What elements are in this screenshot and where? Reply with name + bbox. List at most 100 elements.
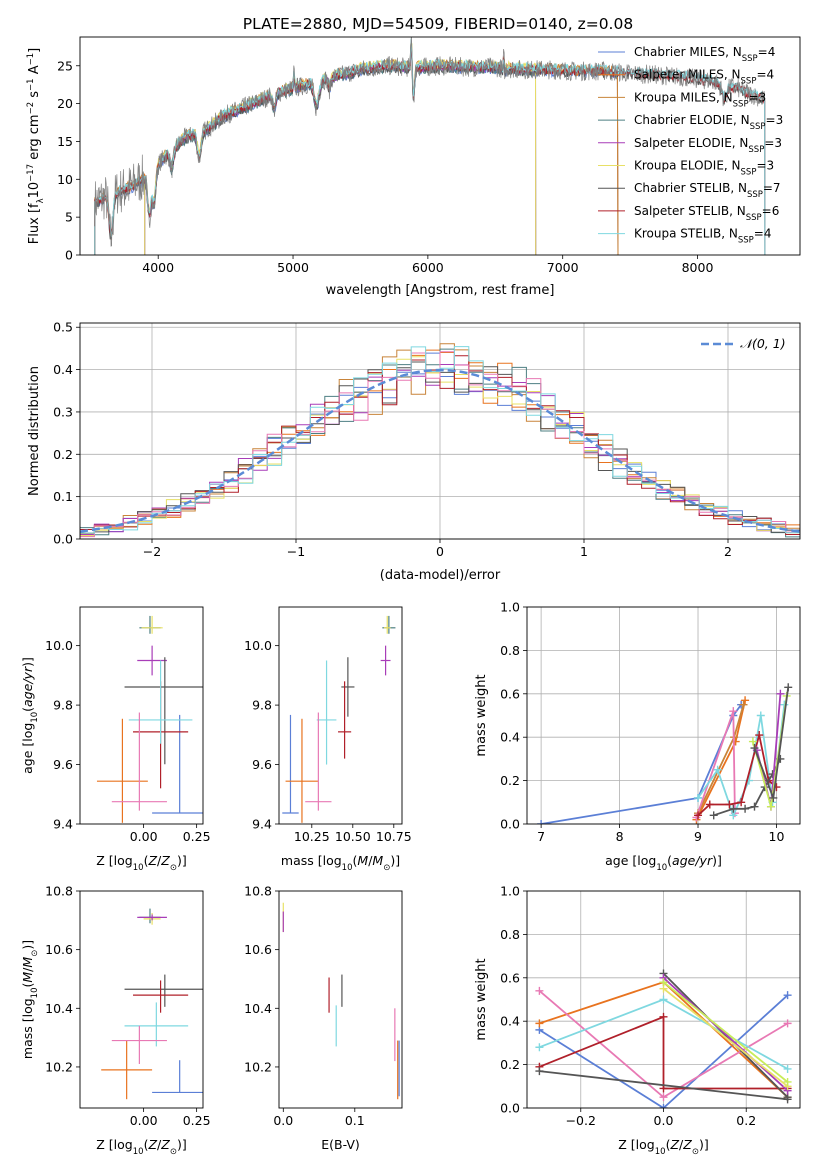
y-tick-label: 0.1 <box>53 489 73 504</box>
label-part: ( <box>20 983 35 988</box>
label-part: =7 <box>763 181 781 195</box>
axes-frame <box>526 890 801 1109</box>
axes-residuals: −2 −1 0 1 2 0.0 0.1 0.2 0.3 0.4 0.5 𝒩(0, 1) (data-mo… <box>27 320 801 583</box>
y-tick-label: 0.0 <box>500 817 520 832</box>
x-tick-label: −1 <box>287 544 305 559</box>
weight-marker <box>705 800 714 809</box>
y-tick-label: 0.4 <box>500 1014 520 1029</box>
y-tick-label: 1.0 <box>500 884 520 899</box>
weight-marker <box>755 731 764 740</box>
label-part: ⊙ <box>692 1147 699 1157</box>
y-tick-label: 0.8 <box>500 927 520 942</box>
label-part: mass [log <box>20 998 35 1059</box>
label-part: −17 <box>26 164 36 182</box>
weight-marker <box>783 1019 792 1028</box>
label-part: age/yr <box>20 666 35 707</box>
label-part: =4 <box>758 45 776 59</box>
label-part: Z <box>147 853 157 868</box>
legend-label: Salpeter MILES, NSSP=4 <box>634 68 774 87</box>
label-part: Chabrier MILES, N <box>634 45 742 59</box>
label-part: Flux [f <box>27 203 42 244</box>
label-part: −1 <box>26 53 36 66</box>
weight-marker <box>739 700 748 709</box>
weight-marker <box>694 793 703 802</box>
axes-age-vs-mass: 10.25 10.50 10.75 9.4 9.6 9.8 10.0 mass [log10(… <box>244 606 412 873</box>
x-tick-label: 7 <box>537 829 545 844</box>
data-point <box>124 974 203 1007</box>
x-tick-label: 5000 <box>277 260 309 275</box>
weight-marker <box>741 804 750 813</box>
axes-frame <box>278 890 403 1109</box>
y-tick-label: 15 <box>57 134 73 149</box>
label-part: )] <box>177 853 187 868</box>
label-part: ( <box>353 853 358 868</box>
data-point <box>383 615 391 634</box>
label-part: age [log <box>605 853 656 868</box>
weight-series <box>540 704 742 824</box>
data-point <box>305 712 332 811</box>
x-tick-label: 0.1 <box>345 1113 365 1128</box>
weight-marker <box>741 696 750 705</box>
x-tick-label: 7000 <box>547 260 579 275</box>
weight-marker <box>659 1104 668 1108</box>
data-point <box>380 645 391 676</box>
label-part: )] <box>20 940 35 950</box>
label-part: SSP <box>741 168 757 178</box>
weight-lines <box>535 969 792 1108</box>
y-axis-label: Normed distribution <box>27 366 42 496</box>
errorbars <box>96 615 203 823</box>
y-tick-label: 25 <box>57 58 73 73</box>
y-tick-label: 10.4 <box>45 1001 73 1016</box>
label-part: )] <box>20 657 35 667</box>
label-part: / <box>20 967 35 972</box>
label-part: Chabrier STELIB, N <box>634 181 747 195</box>
label-part: Salpeter STELIB, N <box>634 204 746 218</box>
weight-marker <box>729 707 738 716</box>
x-axis-label: (data-model)/error <box>380 568 501 583</box>
axes-age-vs-z: 0.00 0.259.49.69.810.0Z [log10(Z/Z⊙)]age … <box>20 606 211 873</box>
data-point <box>152 1060 203 1094</box>
label-part: −2 <box>26 102 36 115</box>
label-part: SSP <box>750 122 766 132</box>
y-tick-label: 9.4 <box>252 817 272 832</box>
weight-marker <box>725 800 734 809</box>
label-part: Kroupa MILES, N <box>634 90 733 104</box>
label-part: Z <box>160 1137 170 1152</box>
weight-marker <box>709 811 718 820</box>
legend-label: Chabrier ELODIE, NSSP=3 <box>634 113 783 132</box>
label-part: / <box>368 853 373 868</box>
weight-marker <box>756 711 765 720</box>
y-tick-label: 9.8 <box>252 698 272 713</box>
label-part: =3 <box>766 113 784 127</box>
label-part: =3 <box>749 90 767 104</box>
weight-marker <box>535 1019 544 1028</box>
label-part: Z [log <box>96 1137 132 1152</box>
label-part: SSP <box>742 54 758 64</box>
weight-marker <box>659 1012 668 1021</box>
data-point <box>96 718 148 823</box>
label-part: ( <box>144 1137 149 1152</box>
errorbars <box>282 902 400 1100</box>
weight-series <box>662 987 789 1088</box>
label-part: age/yr <box>672 853 713 868</box>
axes-weight-vs-z: −0.2 0.0 0.20.00.20.40.60.81.0Z [log10(Z/Z… <box>474 884 801 1157</box>
gaussian-curve <box>80 368 800 533</box>
y-tick-label: 0.4 <box>500 730 520 745</box>
label-part: SSP <box>746 213 762 223</box>
data-point <box>124 657 203 765</box>
label-part: 10 <box>133 1147 144 1157</box>
x-tick-label: 8 <box>616 829 624 844</box>
label-part: 10 <box>656 863 667 873</box>
label-part: =3 <box>764 136 782 150</box>
weight-marker <box>766 802 775 811</box>
weight-lines <box>537 683 793 824</box>
y-axis-label: age [log10(age/yr)] <box>20 657 40 774</box>
x-axis-label: Z [log10(Z/Z⊙)] <box>618 1137 708 1157</box>
y-tick-label: 10.8 <box>244 884 272 899</box>
label-part: ⊙ <box>170 863 177 873</box>
x-tick-label: 0.2 <box>736 1113 756 1128</box>
data-point <box>111 712 167 811</box>
label-part: ( <box>666 1137 671 1152</box>
